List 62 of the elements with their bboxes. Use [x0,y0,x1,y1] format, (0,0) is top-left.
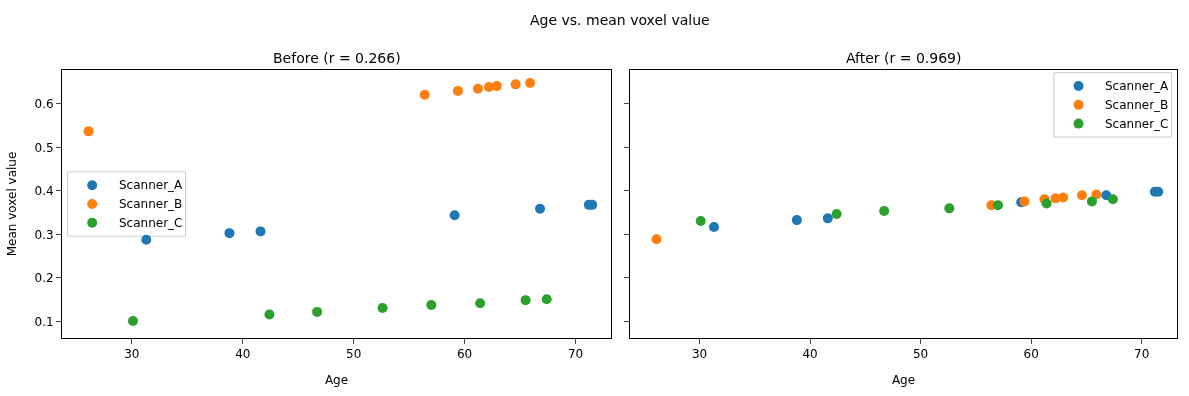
point [452,85,463,96]
x-tick-label: 40 [235,347,251,362]
x-tick-label: 70 [1134,347,1150,362]
point [475,298,486,309]
point [1041,198,1052,209]
point [1086,196,1097,207]
point [141,234,152,245]
x-tick-label: 30 [691,347,708,362]
point [651,234,662,245]
legend-label: Scanner_A [1105,79,1170,93]
point [449,210,460,221]
point [83,126,94,137]
point [1107,194,1118,205]
point [541,294,552,305]
point [944,203,955,214]
y-tick-label: 0.4 [34,184,54,199]
x-axis-title: Age [324,373,349,388]
chart-title: Before (r = 0.266) [273,50,401,66]
point [695,215,706,226]
legend-label: Scanner_C [119,216,183,230]
point [1058,192,1069,203]
point [520,295,531,306]
point [127,316,138,327]
y-tick-label: 0.6 [34,97,54,112]
point [535,203,546,214]
x-tick-label: 60 [456,347,473,362]
point [879,205,890,216]
point [708,222,719,233]
point [426,299,437,310]
x-tick-label: 70 [567,347,584,362]
text: Age vs. mean voxel value [530,12,710,28]
point [992,200,1003,211]
y-tick-label: 0.3 [34,227,54,242]
point [377,302,388,313]
x-tick-label: 50 [912,347,929,362]
x-tick-label: 30 [124,347,140,362]
legend-label: Scanner_B [119,197,183,211]
y-tick-label: 0.1 [34,314,54,329]
y-axis-title: Mean voxel value [4,151,19,257]
chart-title: After (r = 0.969) [846,50,962,66]
point [255,226,266,237]
x-tick-label: 60 [1023,347,1039,362]
point [831,209,842,220]
x-tick-label: 40 [802,347,818,362]
legend-label: Scanner_A [119,178,184,192]
point [264,309,275,320]
point [224,228,235,239]
x-tick-label: 50 [346,347,362,362]
x-axis-title: Age [891,373,916,388]
point [472,83,483,94]
y-tick-label: 0.2 [34,271,54,286]
point [1076,190,1087,201]
point [791,215,802,226]
point [525,78,536,89]
point [419,89,430,100]
point [822,213,833,224]
legend-label: Scanner_B [1105,98,1169,112]
point [491,81,502,92]
point [312,306,323,317]
y-tick-label: 0.5 [34,140,54,155]
legend-label: Scanner_C [1105,117,1169,131]
point [510,79,521,90]
